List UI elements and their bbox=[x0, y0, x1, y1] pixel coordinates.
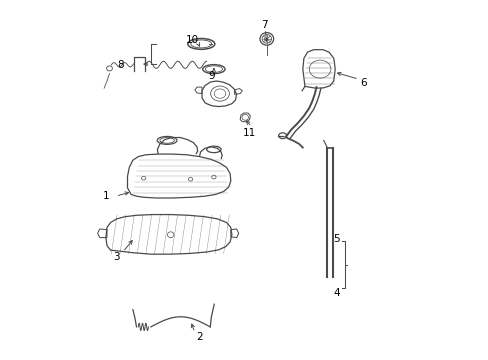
Text: 6: 6 bbox=[359, 78, 366, 88]
Text: 1: 1 bbox=[102, 191, 109, 201]
Text: 10: 10 bbox=[185, 35, 199, 45]
Text: 11: 11 bbox=[243, 128, 256, 138]
Text: 9: 9 bbox=[208, 71, 215, 81]
Text: 2: 2 bbox=[196, 332, 203, 342]
Text: 3: 3 bbox=[113, 252, 120, 262]
Text: 5: 5 bbox=[332, 234, 339, 244]
Text: 8: 8 bbox=[117, 60, 123, 70]
Text: 7: 7 bbox=[261, 20, 267, 30]
Text: 4: 4 bbox=[332, 288, 339, 298]
